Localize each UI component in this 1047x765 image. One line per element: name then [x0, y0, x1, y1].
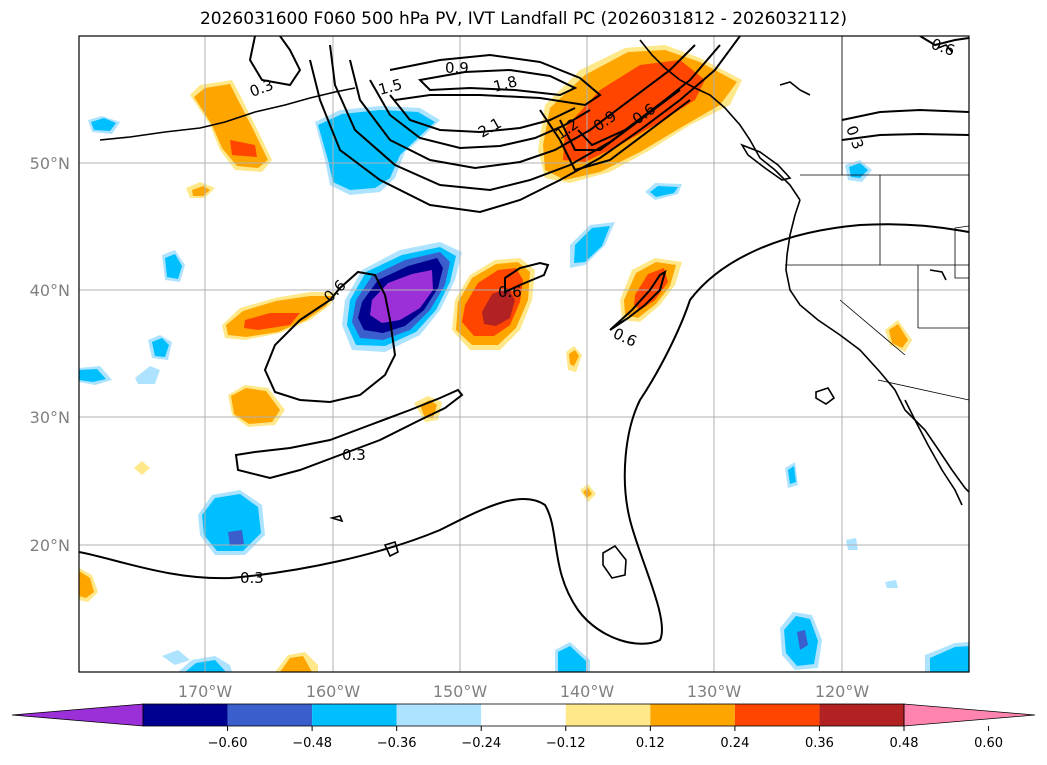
contour-label: 0.3 — [342, 446, 366, 464]
lon-label: 130°W — [687, 682, 742, 701]
colorbar-frame — [142, 703, 905, 727]
borders — [785, 36, 969, 401]
lat-label: 40°N — [30, 281, 70, 300]
map-frame — [78, 35, 970, 673]
map-title: 2026031600 F060 500 hPa PV, IVT Landfall… — [199, 9, 847, 29]
gridlines — [79, 36, 969, 672]
contour-label: 1.8 — [491, 72, 519, 96]
lat-label: 30°N — [30, 408, 70, 427]
colorbar-tick-label: 0.60 — [974, 736, 1003, 751]
lon-label: 120°W — [815, 682, 870, 701]
colorbar-box — [227, 704, 313, 726]
contour-label: 1.5 — [376, 75, 404, 99]
lon-label: 160°W — [306, 682, 361, 701]
colorbar-tick-label: −0.12 — [546, 736, 586, 751]
lon-label: 170°W — [178, 682, 233, 701]
colorbar-tick-label: −0.36 — [377, 736, 417, 751]
colorbar-box — [312, 704, 397, 726]
colorbar-box — [481, 704, 566, 726]
colorbar-box — [650, 704, 735, 726]
colorbar-tick-label: −0.60 — [208, 736, 248, 751]
lon-label: 150°W — [433, 682, 488, 701]
colorbar-box — [734, 704, 820, 726]
colorbar-tick-label: −0.48 — [292, 736, 332, 751]
colorbar-box — [396, 704, 482, 726]
colorbar: −0.60 −0.48 −0.36 −0.24 −0.12 0.12 0.24 0.36 0.4… — [11, 703, 1036, 751]
lat-label: 20°N — [30, 536, 70, 555]
colorbar-tick-label: 0.48 — [890, 736, 919, 751]
colorbar-tick-label: −0.24 — [461, 736, 501, 751]
lat-axis: 50°N 40°N 30°N 20°N — [30, 154, 70, 555]
colorbar-tick-label: 0.12 — [636, 736, 665, 751]
colorbar-tick-label: 0.24 — [720, 736, 749, 751]
colorbar-box — [819, 704, 904, 726]
coastlines — [99, 39, 969, 579]
contour-label: 0.6 — [498, 283, 522, 301]
lat-label: 50°N — [30, 154, 70, 173]
contour-label: 0.9 — [445, 59, 469, 77]
colorbar-extend-high — [903, 703, 1036, 727]
colorbar-tick-label: 0.36 — [805, 736, 834, 751]
pv-contours — [79, 36, 969, 645]
lon-label: 140°W — [560, 682, 615, 701]
map-panel: 0.3 0.9 1.5 1.8 2.1 1.2 0.9 0.6 0.3 0.6 … — [79, 35, 969, 672]
lon-axis: 170°W 160°W 150°W 140°W 130°W 120°W — [178, 682, 870, 701]
colorbar-extend-low — [11, 703, 144, 727]
colorbar-box — [143, 704, 228, 726]
colorbar-box — [565, 704, 651, 726]
contour-label: 0.6 — [929, 35, 958, 60]
contour-label: 0.3 — [240, 569, 264, 587]
